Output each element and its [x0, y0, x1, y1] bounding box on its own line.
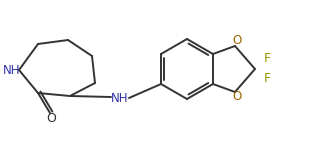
Text: NH: NH: [111, 92, 129, 104]
Text: F: F: [263, 72, 271, 85]
Text: O: O: [46, 113, 56, 125]
Text: NH: NH: [3, 63, 21, 77]
Text: F: F: [263, 52, 271, 66]
Text: O: O: [232, 35, 242, 48]
Text: O: O: [232, 91, 242, 103]
